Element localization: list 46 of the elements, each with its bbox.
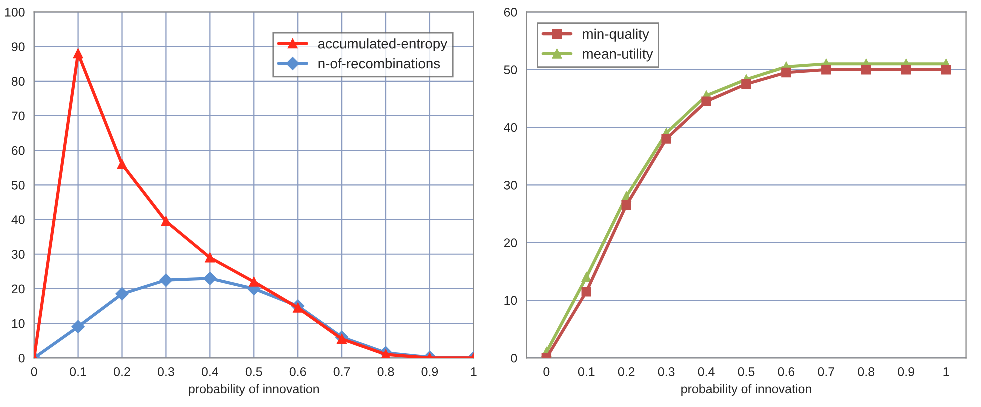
y-tick-label: 60: [504, 8, 518, 17]
y-tick-label: 70: [12, 112, 25, 121]
x-axis-title: probability of innovation: [682, 384, 812, 396]
x-tick-label: 0.9: [422, 368, 438, 376]
y-tick-label: 60: [12, 146, 25, 156]
x-tick-label: 0.1: [578, 368, 595, 376]
x-tick-label: 0.5: [738, 368, 755, 376]
y-tick-label: 0: [18, 354, 25, 363]
y-tick-label: 50: [12, 180, 25, 190]
x-tick-label: 0.2: [618, 368, 635, 376]
x-tick-label: 0.5: [246, 368, 262, 376]
y-tick-label: 100: [5, 8, 25, 17]
x-tick-label: 0.3: [658, 368, 675, 376]
y-tick-label: 50: [504, 66, 518, 75]
legend-label: n-of-recombinations: [318, 58, 440, 69]
y-tick-label: 20: [504, 238, 518, 248]
y-tick-label: 30: [12, 250, 25, 260]
y-tick-label: 20: [12, 284, 25, 294]
y-tick-label: 10: [12, 319, 25, 328]
x-tick-label: 0: [31, 368, 38, 376]
y-tick-label: 0: [511, 354, 518, 363]
x-tick-label: 0.7: [334, 368, 350, 376]
legend-label: mean-utility: [583, 48, 654, 62]
legend-label: min-quality: [583, 28, 650, 42]
x-tick-label: 1: [471, 368, 477, 376]
x-tick-label: 0.6: [778, 368, 795, 376]
x-tick-label: 0.8: [858, 368, 875, 376]
y-tick-label: 10: [504, 296, 518, 306]
x-tick-label: 0.2: [114, 368, 130, 376]
y-tick-label: 80: [12, 77, 25, 86]
y-tick-label: 90: [12, 42, 25, 52]
x-axis-title: probability of innovation: [189, 384, 319, 396]
legend-label: accumulated-entropy: [318, 38, 448, 52]
y-tick-label: 40: [12, 216, 25, 224]
x-tick-label: 0.7: [818, 368, 834, 376]
x-tick-label: 0.4: [202, 368, 218, 376]
x-tick-label: 0: [544, 368, 550, 376]
x-tick-label: 0.1: [70, 368, 86, 376]
x-tick-label: 0.4: [698, 368, 715, 376]
x-tick-label: 0.9: [898, 368, 914, 376]
x-tick-label: 0.6: [290, 368, 306, 376]
x-tick-label: 1: [944, 368, 950, 376]
y-tick-label: 30: [504, 180, 518, 190]
x-tick-label: 0.8: [378, 368, 394, 376]
y-tick-label: 40: [504, 123, 518, 132]
x-tick-label: 0.3: [158, 368, 174, 376]
